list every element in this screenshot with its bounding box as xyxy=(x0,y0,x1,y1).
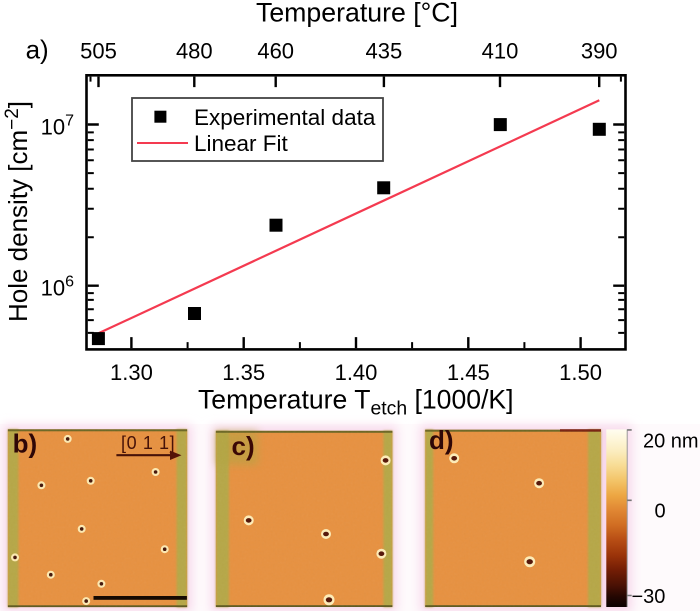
svg-text:1.40: 1.40 xyxy=(335,360,378,385)
svg-text:Temperature Tetch [1000/K]: Temperature Tetch [1000/K] xyxy=(198,385,514,420)
svg-text:460: 460 xyxy=(257,39,294,64)
svg-text:1.35: 1.35 xyxy=(222,360,265,385)
svg-text:d): d) xyxy=(429,425,454,455)
svg-text:505: 505 xyxy=(80,39,117,64)
svg-text:1.50: 1.50 xyxy=(559,360,602,385)
svg-text:[0 1 1]: [0 1 1] xyxy=(121,433,175,453)
svg-text:a): a) xyxy=(26,34,49,64)
svg-text:Linear Fit: Linear Fit xyxy=(194,131,289,156)
svg-text:b): b) xyxy=(13,429,38,459)
svg-text:−30: −30 xyxy=(632,586,666,608)
svg-text:390: 390 xyxy=(581,39,618,64)
svg-text:Temperature [°C]: Temperature [°C] xyxy=(256,0,458,28)
svg-text:Hole density [cm−2]: Hole density [cm−2] xyxy=(2,101,33,322)
svg-text:Experimental data: Experimental data xyxy=(194,105,376,130)
svg-text:410: 410 xyxy=(482,39,519,64)
svg-text:0: 0 xyxy=(655,501,666,523)
svg-text:1.30: 1.30 xyxy=(110,360,153,385)
svg-text:1.45: 1.45 xyxy=(447,360,490,385)
svg-text:c): c) xyxy=(232,431,255,461)
svg-text:435: 435 xyxy=(366,39,403,64)
svg-text:20 nm: 20 nm xyxy=(643,431,699,453)
svg-text:480: 480 xyxy=(176,39,213,64)
